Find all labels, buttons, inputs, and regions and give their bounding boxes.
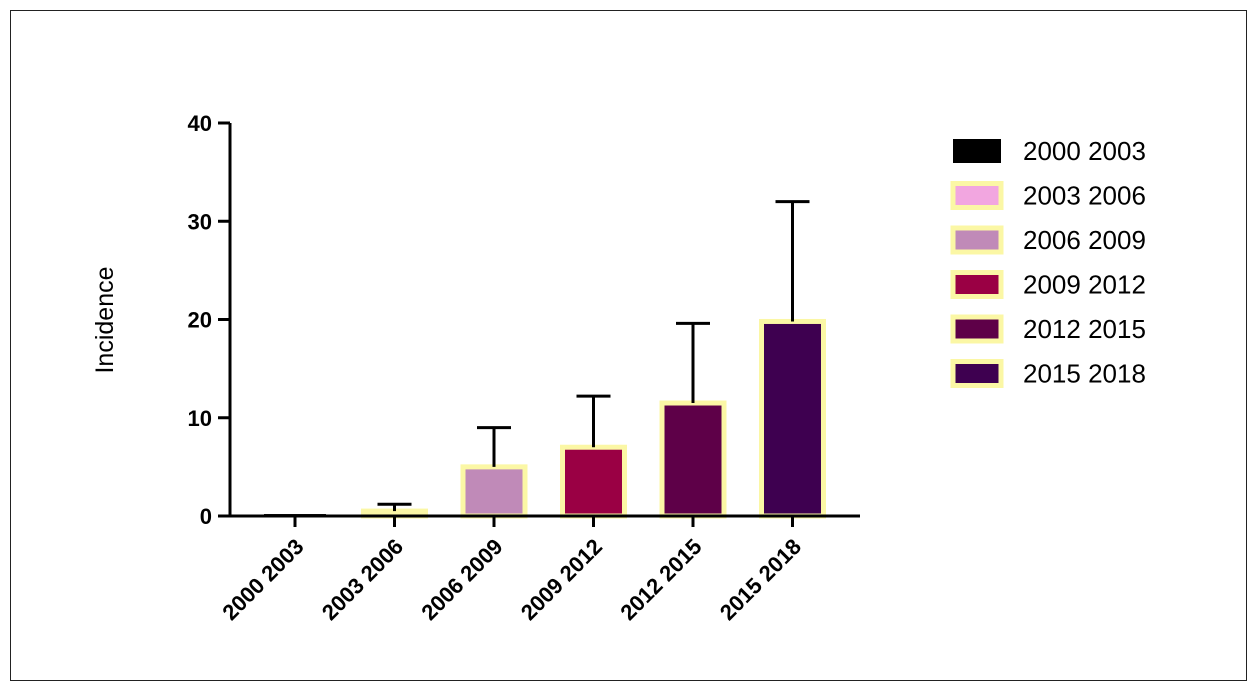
y-tick-label: 0: [200, 504, 212, 529]
x-tick-label: 2015 2018: [715, 534, 806, 625]
bars-layer: [264, 318, 826, 519]
bar-2012-2015: [659, 400, 727, 519]
x-tick-label: 2012 2015: [615, 534, 706, 625]
legend-swatch: [950, 314, 1004, 344]
legend: 2000 2003 2003 2006 2006 2009 2009 2012 2012…: [950, 136, 1146, 389]
legend-label: 2012 2015: [1023, 314, 1146, 344]
legend-swatch: [950, 181, 1004, 210]
x-tick-label: 2000 2003: [217, 534, 308, 625]
y-tick-label: 10: [188, 406, 212, 431]
bar-2006-2009: [460, 464, 528, 519]
y-tick-label: 20: [188, 308, 212, 333]
x-tick-label: 2009 2012: [516, 534, 607, 625]
legend-label: 2003 2006: [1023, 181, 1146, 211]
legend-label: 2006 2009: [1023, 225, 1146, 255]
legend-label: 2009 2012: [1023, 270, 1146, 300]
y-tick-label: 40: [188, 111, 212, 136]
legend-swatch: [953, 139, 1001, 163]
bar-2015-2018: [759, 318, 826, 519]
y-tick-label: 30: [188, 209, 212, 234]
x-tick-label: 2006 2009: [416, 534, 507, 625]
legend-swatch: [950, 270, 1004, 299]
legend-label: 2015 2018: [1023, 359, 1146, 389]
x-tick-label: 2003 2006: [317, 534, 408, 625]
legend-label: 2000 2003: [1023, 136, 1146, 166]
legend-swatch: [950, 225, 1004, 255]
y-axis-title: Incidence: [91, 266, 119, 373]
error-bars-layer: [377, 200, 810, 512]
legend-swatch: [950, 359, 1004, 388]
bar-2009-2012: [560, 444, 627, 519]
chart-frame: [10, 10, 1247, 681]
